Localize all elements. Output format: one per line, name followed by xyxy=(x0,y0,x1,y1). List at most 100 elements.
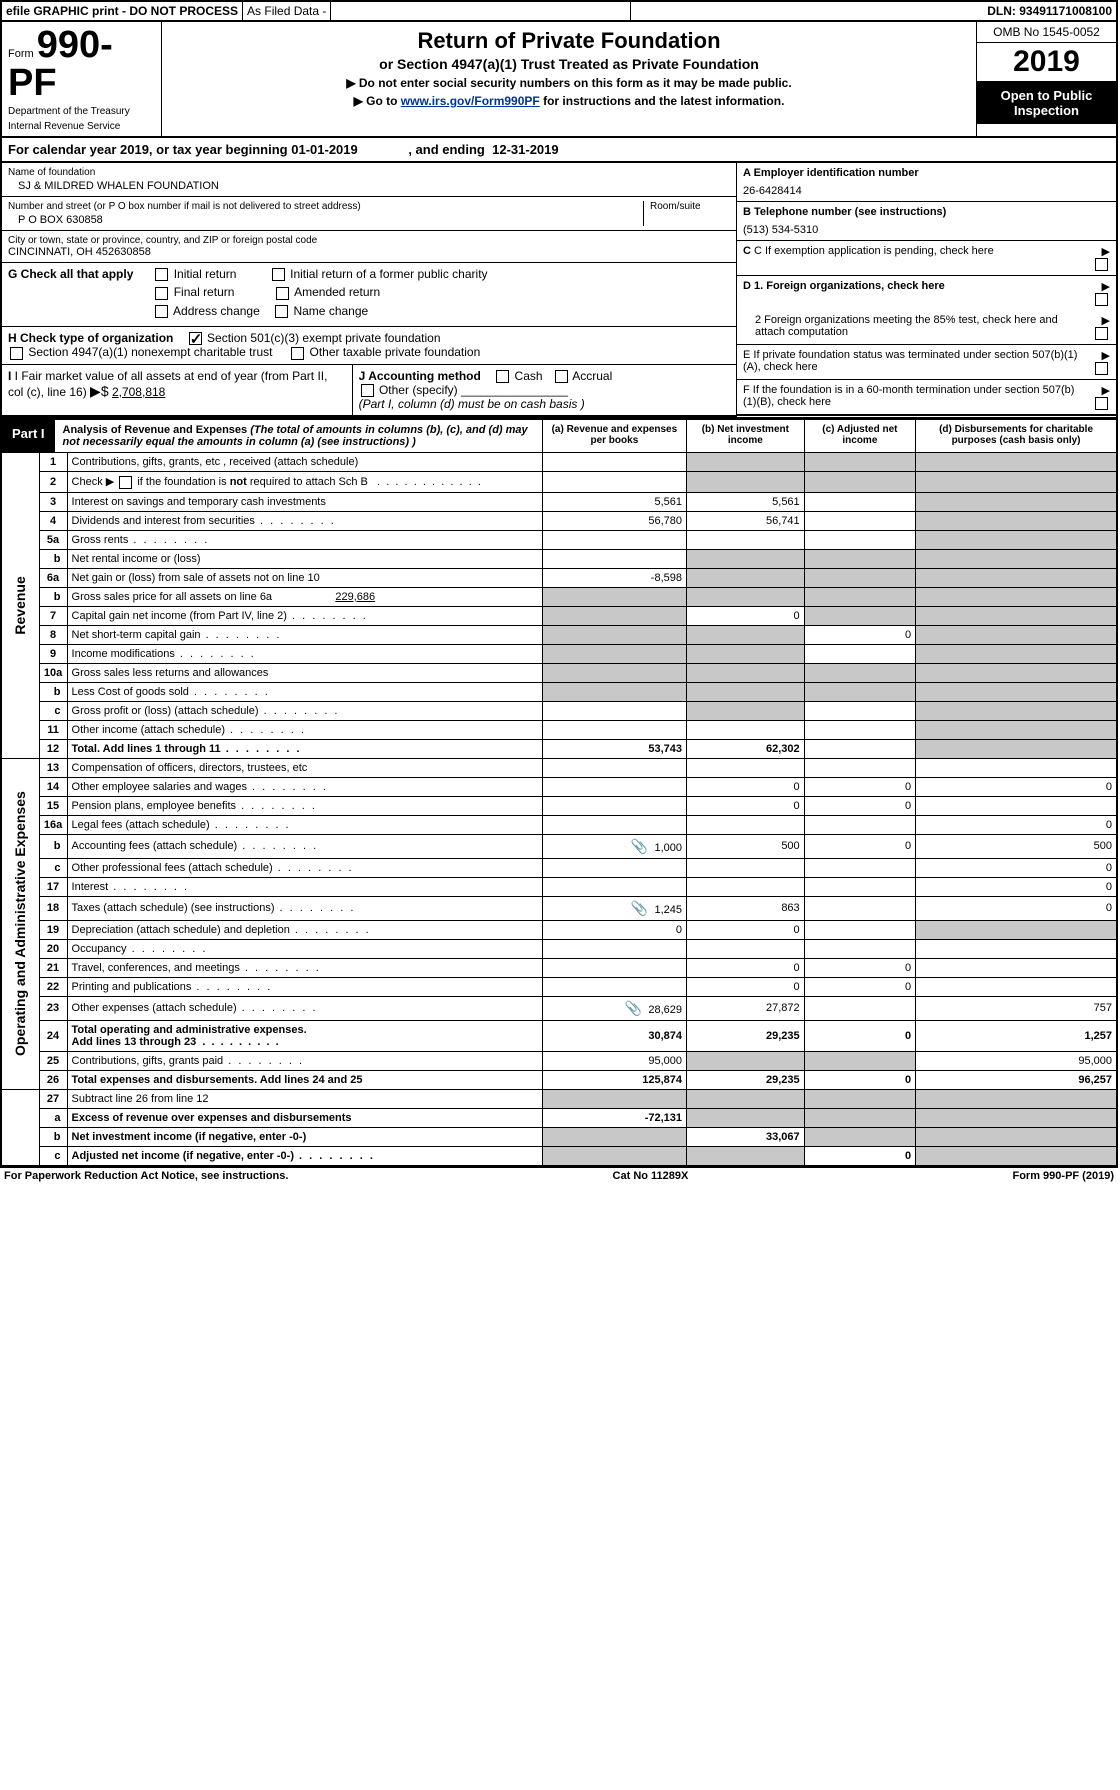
checkbox-other-taxable[interactable] xyxy=(291,347,304,360)
paperclip-icon[interactable]: 📎 xyxy=(625,1000,642,1016)
r10b-desc: Less Cost of goods sold xyxy=(67,682,542,701)
irs-link[interactable]: www.irs.gov/Form990PF xyxy=(401,94,540,108)
ein-label: A Employer identification number xyxy=(743,167,1110,179)
r27b-desc: Net investment income (if negative, ente… xyxy=(67,1127,542,1146)
r24-num: 24 xyxy=(39,1020,67,1051)
instruction-2: ▶ Go to www.irs.gov/Form990PF for instru… xyxy=(168,94,970,108)
checkbox-d2[interactable] xyxy=(1095,327,1108,340)
checkbox-name-change[interactable] xyxy=(275,305,288,318)
r8-c: 0 xyxy=(804,625,915,644)
checkbox-address-change[interactable] xyxy=(155,305,168,318)
r12-a: 53,743 xyxy=(542,739,686,758)
r23-num: 23 xyxy=(39,996,67,1020)
checkbox-f[interactable] xyxy=(1095,397,1108,410)
r21-c: 0 xyxy=(804,958,915,977)
form-word: Form xyxy=(8,48,34,60)
r8-num: 8 xyxy=(39,625,67,644)
line-d2: 2 Foreign organizations meeting the 85% … xyxy=(737,310,1116,345)
checkbox-final-return[interactable] xyxy=(155,287,168,300)
r15-num: 15 xyxy=(39,796,67,815)
h-label: H Check type of organization xyxy=(8,331,173,345)
part-1-label: Part I xyxy=(2,420,55,452)
c-label: C If exemption application is pending, c… xyxy=(754,245,994,257)
r26-a: 125,874 xyxy=(542,1070,686,1089)
line-d1: D 1. Foreign organizations, check here ▶ xyxy=(737,276,1116,310)
addr-label: Number and street (or P O box number if … xyxy=(8,201,637,212)
r6a-a: -8,598 xyxy=(542,568,686,587)
checkbox-d1[interactable] xyxy=(1095,293,1108,306)
r6b-num: b xyxy=(39,587,67,606)
checkbox-e[interactable] xyxy=(1095,362,1108,375)
r25-desc: Contributions, gifts, grants paid xyxy=(67,1051,542,1070)
r10a-num: 10a xyxy=(39,663,67,682)
h-o1: Section 501(c)(3) exempt private foundat… xyxy=(207,331,440,345)
r23-d: 757 xyxy=(916,996,1117,1020)
r6a-num: 6a xyxy=(39,568,67,587)
checkbox-501c3[interactable] xyxy=(189,332,202,345)
r10c-desc: Gross profit or (loss) (attach schedule) xyxy=(67,701,542,720)
r17-d: 0 xyxy=(916,877,1117,896)
checkbox-initial-return[interactable] xyxy=(155,268,168,281)
r5b-desc: Net rental income or (loss) xyxy=(67,549,542,568)
r2-num: 2 xyxy=(39,472,67,493)
r16c-num: c xyxy=(39,858,67,877)
part-1-header: Part I Analysis of Revenue and Expenses … xyxy=(2,420,542,452)
r26-c: 0 xyxy=(804,1070,915,1089)
form-container: efile GRAPHIC print - DO NOT PROCESS As … xyxy=(0,0,1118,1184)
r27c-c: 0 xyxy=(804,1146,915,1166)
form-subtitle: or Section 4947(a)(1) Trust Treated as P… xyxy=(168,56,970,72)
r17-num: 17 xyxy=(39,877,67,896)
r26-b: 29,235 xyxy=(687,1070,805,1089)
r15-c: 0 xyxy=(804,796,915,815)
checkbox-cash[interactable] xyxy=(496,370,509,383)
r4-num: 4 xyxy=(39,511,67,530)
dept-line-1: Department of the Treasury xyxy=(8,106,155,117)
r23-desc: Other expenses (attach schedule) xyxy=(67,996,542,1020)
r23-b: 27,872 xyxy=(687,996,805,1020)
r3-a: 5,561 xyxy=(542,492,686,511)
r19-b: 0 xyxy=(687,920,805,939)
h-o2: Section 4947(a)(1) nonexempt charitable … xyxy=(28,345,272,359)
r18-b: 863 xyxy=(687,896,805,920)
f-label: F If the foundation is in a 60-month ter… xyxy=(743,384,1086,410)
r8-desc: Net short-term capital gain xyxy=(67,625,542,644)
r16b-num: b xyxy=(39,834,67,858)
paperclip-icon[interactable]: 📎 xyxy=(631,900,648,916)
r16b-b: 500 xyxy=(687,834,805,858)
r10c-num: c xyxy=(39,701,67,720)
calendar-year-row: For calendar year 2019, or tax year begi… xyxy=(0,138,1118,163)
checkbox-4947a1[interactable] xyxy=(10,347,23,360)
r22-num: 22 xyxy=(39,977,67,996)
footer-left: For Paperwork Reduction Act Notice, see … xyxy=(4,1170,288,1182)
r7-num: 7 xyxy=(39,606,67,625)
col-b-header: (b) Net investment income xyxy=(687,419,805,453)
efile-notice: efile GRAPHIC print - DO NOT PROCESS xyxy=(2,2,243,20)
checkbox-initial-former[interactable] xyxy=(272,268,285,281)
r26-num: 26 xyxy=(39,1070,67,1089)
checkbox-accrual[interactable] xyxy=(555,370,568,383)
instr2-pre: ▶ Go to xyxy=(354,94,401,108)
dln: DLN: 93491171008100 xyxy=(631,2,1116,20)
top-bar: efile GRAPHIC print - DO NOT PROCESS As … xyxy=(0,0,1118,22)
r11-desc: Other income (attach schedule) xyxy=(67,720,542,739)
info-grid: Name of foundation SJ & MILDRED WHALEN F… xyxy=(0,163,1118,418)
r16c-desc: Other professional fees (attach schedule… xyxy=(67,858,542,877)
r9-num: 9 xyxy=(39,644,67,663)
checkbox-schb[interactable] xyxy=(119,476,132,489)
r15-b: 0 xyxy=(687,796,805,815)
r23-a: 📎 28,629 xyxy=(542,996,686,1020)
r27b-num: b xyxy=(39,1127,67,1146)
r18-a: 📎 1,245 xyxy=(542,896,686,920)
g-o3: Final return xyxy=(174,285,235,299)
r13-num: 13 xyxy=(39,758,67,777)
checkbox-other-method[interactable] xyxy=(361,384,374,397)
omb-number: OMB No 1545-0052 xyxy=(977,22,1116,43)
r10a-desc: Gross sales less returns and allowances xyxy=(67,663,542,682)
r2-desc: Check ▶ if the foundation is not require… xyxy=(67,472,542,493)
checkbox-c[interactable] xyxy=(1095,258,1108,271)
checkbox-amended[interactable] xyxy=(276,287,289,300)
r24-c: 0 xyxy=(804,1020,915,1051)
paperclip-icon[interactable]: 📎 xyxy=(631,838,648,854)
r3-num: 3 xyxy=(39,492,67,511)
r16a-num: 16a xyxy=(39,815,67,834)
